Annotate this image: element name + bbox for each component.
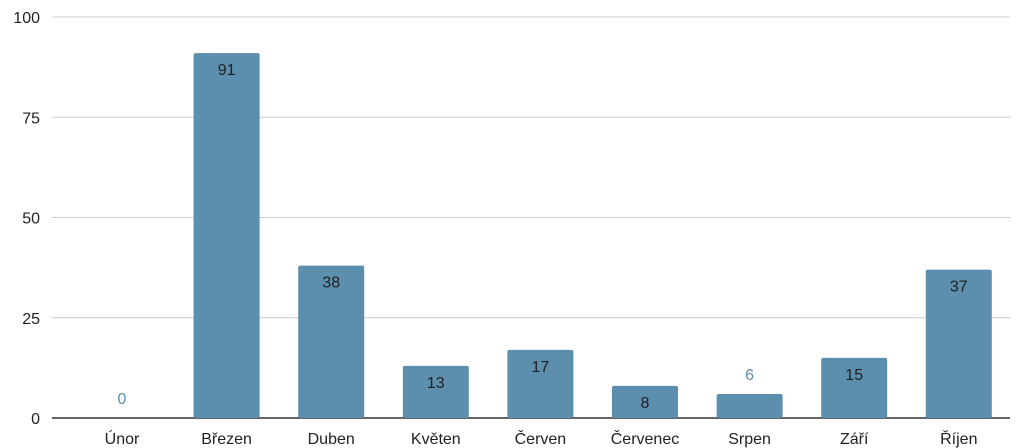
- y-tick-label: 75: [22, 110, 40, 127]
- bar: [193, 53, 260, 419]
- data-label: 37: [950, 279, 968, 296]
- x-tick-label: Březen: [201, 431, 252, 448]
- data-label: 0: [118, 391, 127, 408]
- x-tick-label: Srpen: [728, 431, 771, 448]
- x-tick-label: Září: [840, 431, 869, 448]
- bar: [507, 349, 574, 418]
- y-tick-label: 0: [31, 411, 40, 428]
- bar: [925, 269, 992, 418]
- data-labels: 0 91 38 13 17 8 6 15 37: [118, 62, 968, 412]
- data-label: 6: [745, 367, 754, 384]
- bar: [716, 393, 783, 418]
- data-label: 91: [218, 62, 236, 79]
- x-axis-ticks: Únor Březen Duben Květen Červen Červenec Srpen…: [105, 429, 978, 448]
- y-axis-ticks: 0 25 50 75 100: [13, 10, 40, 428]
- bar: [821, 357, 888, 418]
- bars: [193, 53, 992, 419]
- x-tick-label: Únor: [105, 429, 140, 448]
- bar: [402, 365, 469, 418]
- data-label: 8: [641, 395, 650, 412]
- y-tick-label: 100: [13, 10, 40, 27]
- bar: [612, 385, 678, 418]
- x-tick-label: Říjen: [940, 429, 977, 448]
- data-label: 15: [845, 367, 863, 384]
- x-tick-label: Duben: [308, 431, 355, 448]
- bar: [298, 265, 365, 418]
- data-label: 17: [532, 359, 550, 376]
- x-tick-label: Červenec: [611, 429, 679, 448]
- data-label: 13: [427, 375, 445, 392]
- data-label: 38: [322, 275, 340, 292]
- x-tick-label: Květen: [411, 431, 461, 448]
- y-tick-label: 25: [22, 311, 40, 328]
- x-tick-label: Červen: [515, 429, 567, 448]
- y-tick-label: 50: [22, 211, 40, 228]
